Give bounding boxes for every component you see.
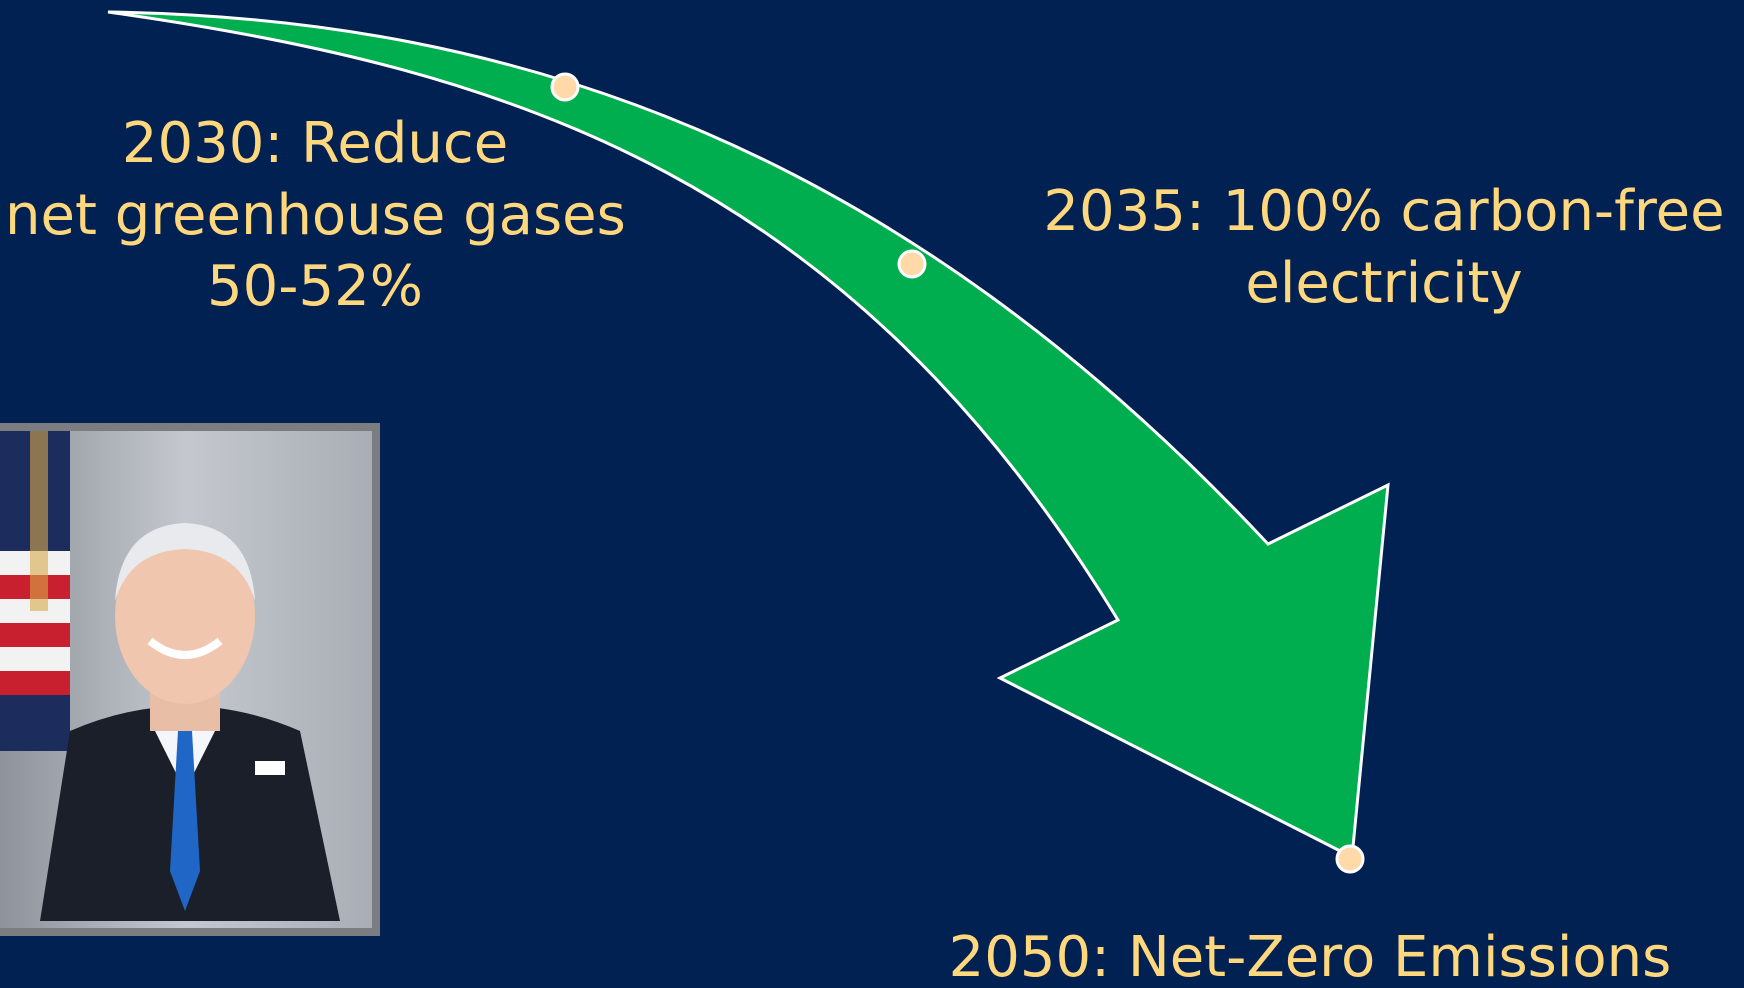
milestone-2035-label: 2035: 100% carbon-free electricity — [1034, 176, 1734, 319]
portrait-photo-icon — [0, 431, 372, 928]
curved-arrow-shape — [107, 10, 1390, 860]
milestone-marker-2050 — [1335, 844, 1365, 874]
flag-icon — [0, 431, 70, 751]
milestone-2050-label: 2050: Net-Zero Emissions — [900, 922, 1720, 988]
milestone-2035-line-2: electricity — [1245, 250, 1523, 316]
milestone-2030-line-1: 2030: Reduce — [121, 111, 509, 176]
milestone-2030-line-3: 50-52% — [207, 254, 423, 320]
milestone-2050-line-1: 2050: Net-Zero Emissions — [948, 925, 1672, 988]
milestone-2030-label: 2030: Reduce net greenhouse gases 50-52% — [5, 108, 626, 323]
portrait-frame — [0, 423, 380, 936]
milestone-marker-2030 — [550, 72, 580, 102]
milestone-2035-line-1: 2035: 100% carbon-free — [1043, 179, 1725, 244]
milestone-marker-2035 — [897, 249, 927, 279]
milestone-2030-line-2: net greenhouse gases — [5, 182, 626, 248]
